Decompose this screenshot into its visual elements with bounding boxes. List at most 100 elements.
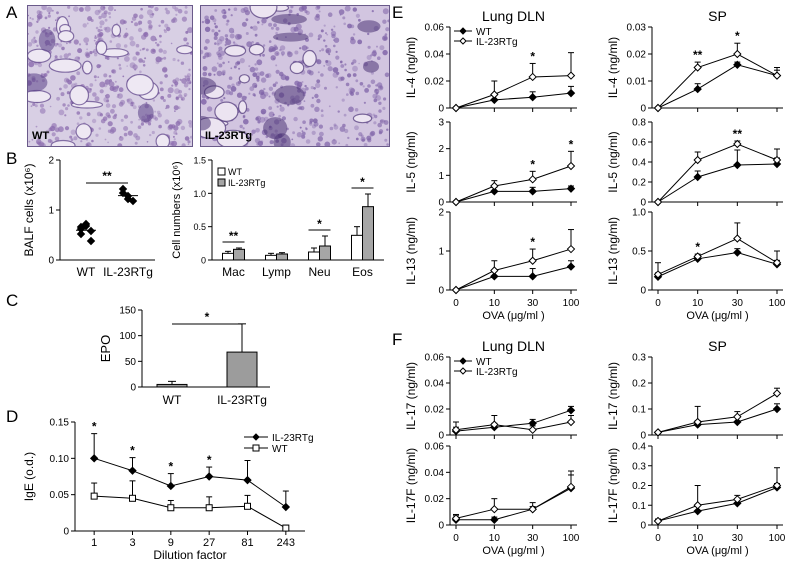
tissue-cell [378,109,382,113]
marker-open-diamond [693,252,702,261]
tissue-cell [177,8,183,14]
marker-open-diamond [451,285,461,295]
tissue-cell [337,110,340,113]
tissue-cell [163,56,167,60]
chart-c: 0 50 100 150 EPO WT IL-23RTg * [98,306,270,407]
marker-filled-diamond [566,262,576,271]
tissue-cell [152,99,156,102]
tissue-cell [216,43,220,46]
tissue-cell [94,79,97,82]
marker-open-diamond [490,504,499,514]
y-axis-label: IL-17 (ng/ml) [606,362,620,430]
x-tick-label: Neu [308,265,330,279]
tissue-cell [103,6,106,9]
tissue-cell [159,87,164,92]
tissue-cell [216,38,223,45]
x-tick-label: 243 [277,537,295,549]
infiltrate-cluster [38,29,56,52]
tissue-cell [89,83,94,87]
tissue-cell [83,37,90,43]
marker-filled-diamond [459,27,467,35]
tissue-cell [251,41,254,44]
tissue-cell [318,10,321,13]
tissue-cell [339,60,343,64]
tissue-cell [354,108,359,112]
panel-label-b: B [6,149,18,168]
micrograph-il23rtg-image [201,6,389,146]
tissue-cell [46,70,50,74]
tissue-cell [110,126,117,133]
tissue-cell [376,45,378,48]
airway-space [155,133,171,146]
tissue-cell [270,26,274,30]
tissue-cell [171,84,174,87]
tissue-cell [116,57,119,60]
series-line-il-23rtg [657,485,778,522]
tissue-cell [301,134,306,139]
tissue-cell [154,7,159,12]
series-line-il-23rtg [94,457,287,508]
tissue-cell [131,104,134,107]
tissue-cell [316,79,321,84]
marker-open-diamond [459,37,467,45]
tissue-cell [56,96,60,101]
tissue-cell [143,32,149,38]
tissue-cell [241,21,247,27]
tissue-cell [93,75,97,79]
series-line-wt [657,487,778,522]
tissue-cell [63,84,68,89]
tissue-cell [323,39,326,42]
tissue-cell [312,118,318,124]
tissue-cell [259,71,265,76]
y-tick-label: 0.4 [632,442,646,453]
tissue-cell [230,67,233,70]
tissue-cell [137,125,142,129]
tissue-cell [305,126,307,129]
tissue-cell [31,138,34,141]
tissue-cell [108,16,112,19]
y-tick-label: 1 [48,206,54,217]
tissue-cell [328,105,331,108]
tissue-cell [382,106,386,110]
airway-space [50,139,76,146]
airway-space [237,100,248,114]
tissue-cell [262,44,266,47]
y-axis-label: IL-17F (ng/ml) [404,448,418,523]
significance-mark: ** [733,127,743,141]
tissue-cell [364,88,369,93]
tissue-cell [372,93,378,99]
tissue-cell [251,129,256,134]
tissue-cell [216,70,223,77]
tissue-cell [164,23,169,28]
series-line-wt [455,266,572,291]
tissue-cell [45,129,50,135]
tissue-cell [104,18,108,22]
tissue-cell [172,57,176,62]
x-tick-label: WT [77,265,96,279]
tissue-cell [386,143,389,146]
tissue-cell [77,56,81,60]
marker-filled-diamond [123,194,133,204]
tissue-cell [323,65,326,67]
tissue-cell [347,23,352,29]
tissue-cell [201,49,204,55]
significance-mark: * [530,157,535,171]
tissue-cell [167,93,172,98]
tissue-cell [76,122,80,125]
marker-filled-diamond [733,60,742,70]
x-tick-label: WT [163,393,182,407]
tissue-cell [123,132,128,137]
y-tick-label: 0.04 [425,468,445,479]
x-tick-label: 30 [732,298,744,309]
marker-filled-diamond [566,88,576,98]
tissue-cell [80,140,83,143]
y-tick-label: 0.4 [632,158,646,169]
tissue-cell [104,138,107,141]
tissue-cell [352,73,357,77]
tissue-cell [205,38,210,44]
tissue-cell [36,13,43,20]
tissue-cell [79,116,83,120]
tissue-cell [295,23,302,30]
tissue-cell [149,133,152,137]
